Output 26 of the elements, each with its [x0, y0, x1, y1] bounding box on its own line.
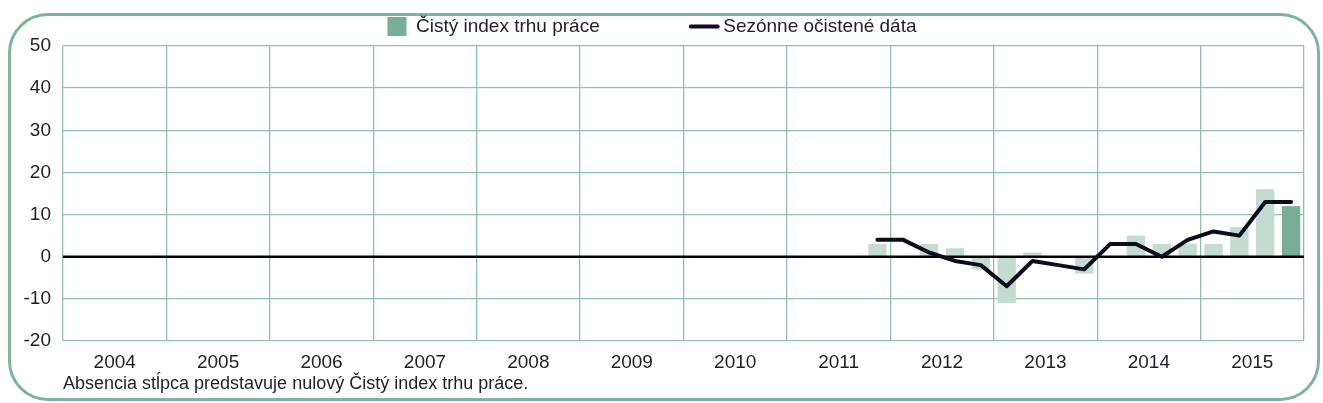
x-tick-label: 2013: [1024, 350, 1067, 372]
y-tick-label: 0: [40, 244, 51, 266]
y-tick-label: 10: [29, 202, 51, 224]
bar: [1204, 244, 1223, 257]
y-tick-label: 30: [29, 118, 51, 140]
legend-label: Sezónne očistené dáta: [723, 14, 917, 36]
x-tick-label: 2007: [403, 350, 447, 372]
legend-label: Čistý index trhu práce: [415, 14, 600, 36]
x-tick-label: 2004: [93, 350, 137, 372]
x-tick-label: 2015: [1231, 350, 1274, 372]
x-tick-label: 2009: [610, 350, 653, 372]
y-tick-label: 20: [29, 160, 51, 182]
text: Absencia stĺpca predstavuje nulový Čistý index trhu práce.: [63, 373, 529, 393]
x-tick-label: 2010: [714, 350, 757, 372]
bar: [1281, 206, 1301, 257]
x-tick-label: 2008: [507, 350, 550, 372]
y-tick-label: -20: [23, 329, 51, 351]
y-tick-label: 50: [29, 34, 51, 56]
x-tick-label: 2012: [920, 350, 964, 372]
y-tick-label: 40: [29, 76, 51, 98]
x-tick-label: 2014: [1127, 350, 1171, 372]
x-tick-label: 2011: [818, 350, 860, 372]
x-tick-label: 2005: [196, 350, 240, 372]
y-tick-label: -10: [23, 287, 51, 309]
x-tick-label: 2006: [300, 350, 343, 372]
bar: [868, 244, 887, 257]
